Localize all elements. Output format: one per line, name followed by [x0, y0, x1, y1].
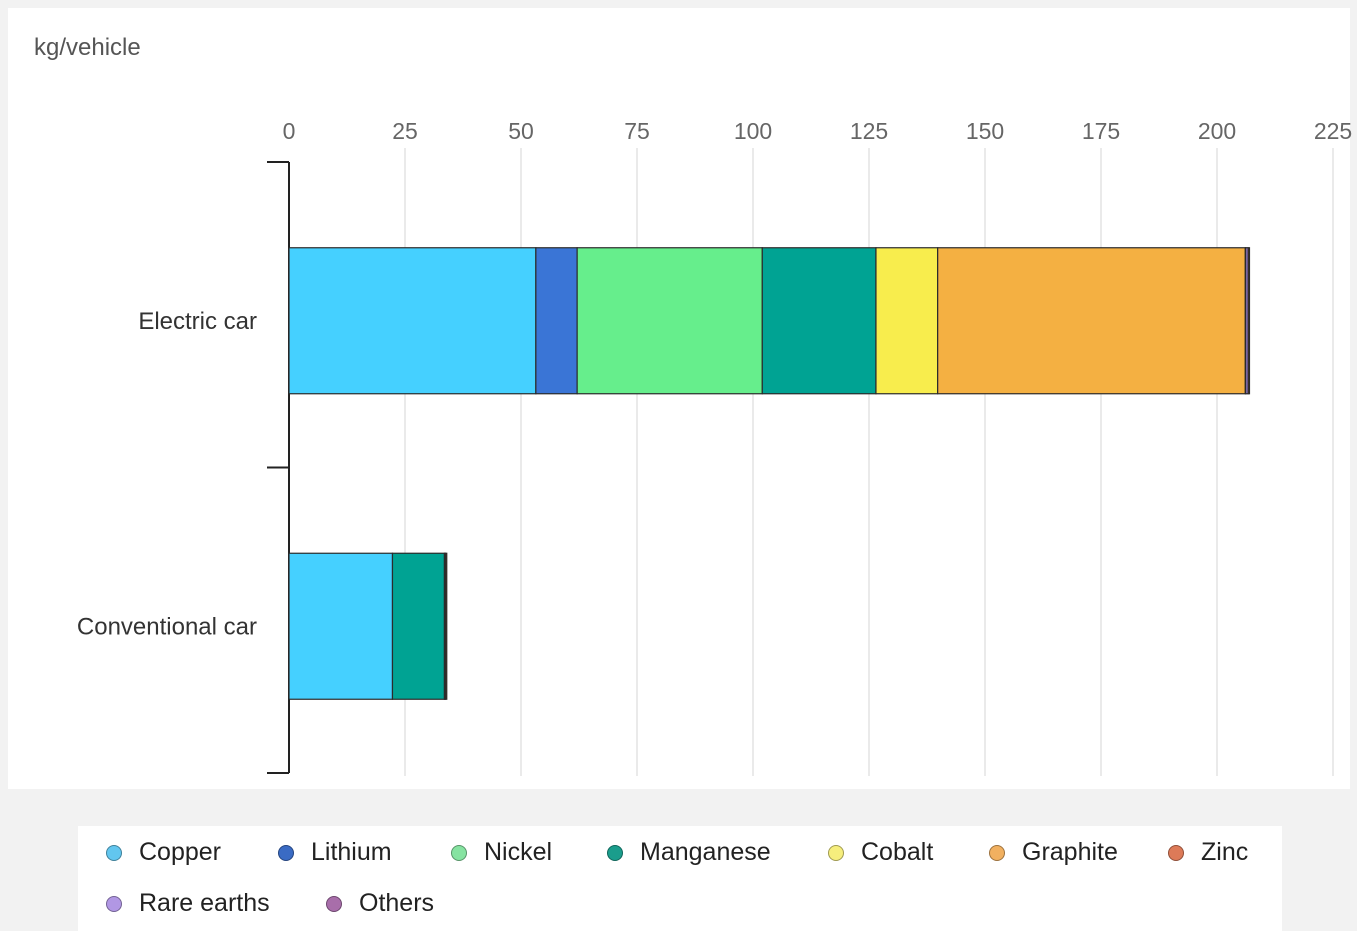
unit-label: kg/vehicle	[34, 34, 141, 61]
legend-item[interactable]: Cobalt	[828, 838, 933, 867]
x-tick-label: 100	[734, 118, 772, 144]
legend-item[interactable]: Graphite	[989, 838, 1118, 867]
bar-segment	[535, 247, 578, 395]
legend-item[interactable]: Manganese	[607, 838, 771, 867]
bar-segment	[391, 552, 446, 700]
x-tick-label: 125	[850, 118, 888, 144]
x-tick-label: 175	[1082, 118, 1120, 144]
category-label: Electric car	[138, 308, 257, 335]
legend: Copper Lithium Nickel Manganese Cobalt Graphi…	[78, 826, 1282, 931]
x-tick-label: 50	[508, 118, 534, 144]
legend-swatch	[828, 844, 844, 861]
legend-swatch	[326, 895, 342, 912]
legend-swatch	[1168, 844, 1184, 861]
category-label: Conventional car	[77, 613, 257, 640]
legend-label: Zinc	[1201, 838, 1249, 866]
legend-row: Copper Lithium Nickel Manganese Cobalt Graphi…	[78, 838, 1282, 878]
legend-swatch	[106, 844, 122, 861]
legend-swatch	[607, 844, 623, 861]
bar-segment	[576, 247, 763, 395]
legend-label: Others	[359, 889, 435, 917]
legend-item[interactable]: Rare earths	[106, 889, 270, 918]
bar-segment	[288, 247, 537, 395]
x-tick-label: 25	[392, 118, 418, 144]
bar-segment	[761, 247, 877, 395]
legend-label: Cobalt	[861, 838, 934, 866]
legend-swatch	[451, 844, 467, 861]
legend-item[interactable]: Others	[326, 889, 434, 918]
chart-panel: kg/vehicle	[8, 8, 1350, 789]
bar-segment	[875, 247, 939, 395]
bar-segment	[1247, 247, 1251, 395]
legend-label: Manganese	[640, 838, 771, 866]
legend-item[interactable]: Lithium	[278, 838, 392, 867]
legend-item[interactable]: Nickel	[451, 838, 552, 867]
legend-item[interactable]: Zinc	[1168, 838, 1248, 867]
legend-item[interactable]: Copper	[106, 838, 221, 867]
legend-swatch	[106, 895, 122, 912]
legend-label: Rare earths	[139, 889, 270, 917]
legend-label: Graphite	[1022, 838, 1118, 866]
legend-label: Nickel	[484, 838, 553, 866]
legend-swatch	[989, 844, 1005, 861]
legend-row: Rare earths Others	[78, 889, 1282, 929]
x-tick-label: 150	[966, 118, 1004, 144]
bar-segment	[937, 247, 1246, 395]
legend-label: Lithium	[311, 838, 392, 866]
x-tick-label: 0	[283, 118, 296, 144]
x-tick-label: 225	[1314, 118, 1352, 144]
bar-segment	[444, 552, 448, 700]
x-tick-label: 200	[1198, 118, 1236, 144]
legend-swatch	[278, 844, 294, 861]
legend-label: Copper	[139, 838, 221, 866]
bar-segment	[288, 552, 394, 700]
chart-plot: 0 25 50 75 100 125 150 175 200 225 Electric car Con…	[77, 118, 1352, 776]
x-tick-label: 75	[624, 118, 650, 144]
